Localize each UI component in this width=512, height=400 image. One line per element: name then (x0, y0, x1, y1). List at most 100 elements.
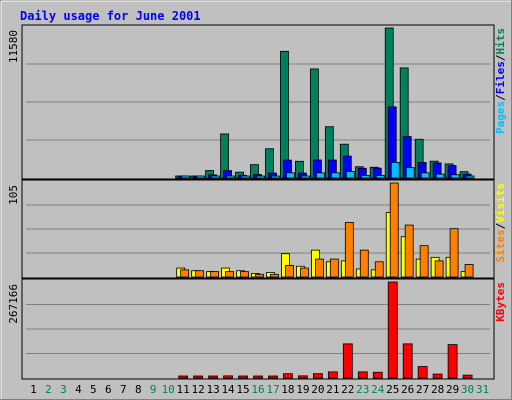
bar-pages-day-24 (375, 175, 385, 179)
x-label-day-4: 4 (75, 383, 82, 396)
x-label-day-19: 19 (296, 383, 309, 396)
legend-hits-files-pages: Pages/Files/Hits (494, 28, 507, 134)
bar-pages-day-16 (256, 175, 265, 179)
x-axis-labels: 1 2 3 4 5 6 7 8 9 10 11 12 13 14 15 16 17 18 19 20 21 22 23 24 2… (30, 383, 489, 396)
bar-sites-day-30 (464, 264, 474, 278)
bar-sites-day-18 (285, 264, 294, 278)
bar-pages-day-25 (390, 162, 400, 179)
bar-hits-day-18 (280, 50, 289, 179)
bar-sites-day-15 (240, 271, 249, 278)
x-label-day-29: 29 (446, 383, 459, 396)
bar-pages-day-14 (226, 175, 235, 179)
bar-kbytes-day-22 (342, 343, 353, 379)
x-label-day-31: 31 (476, 383, 489, 396)
bar-sites-day-13 (210, 271, 220, 278)
legend-entry: KBytes (494, 282, 507, 322)
bar-sites-day-24 (374, 261, 384, 278)
bar-kbytes-day-24 (372, 371, 383, 379)
bar-pages-day-27 (420, 172, 430, 179)
x-label-day-15: 15 (236, 383, 249, 396)
x-label-day-2: 2 (45, 383, 52, 396)
y-max-label: 267166 (7, 284, 20, 324)
legend-visits-sites: Sites/Visits (494, 183, 507, 263)
legend-entry: Hits (494, 28, 507, 55)
bar-kbytes-day-28 (432, 373, 443, 379)
x-label-day-13: 13 (206, 383, 219, 396)
legend-entry: Visits (494, 183, 507, 223)
bar-sites-day-16 (255, 273, 264, 278)
x-label-day-8: 8 (135, 383, 142, 396)
legend-entry: Pages (494, 101, 507, 134)
bar-kbytes-day-26 (402, 343, 413, 379)
x-label-day-12: 12 (192, 383, 205, 396)
bar-kbytes-day-29 (447, 344, 458, 379)
bar-pages-day-18 (286, 172, 295, 179)
panel-visits-sites: 105 Sites/Visits (7, 179, 507, 279)
bar-kbytes-day-13 (208, 375, 219, 379)
bar-kbytes-day-25 (387, 281, 398, 379)
bar-kbytes-day-12 (193, 375, 204, 379)
bar-sites-day-19 (300, 267, 309, 278)
x-label-day-27: 27 (416, 383, 429, 396)
bar-pages-day-23 (360, 175, 370, 179)
bar-kbytes-day-14 (223, 375, 233, 379)
x-label-day-6: 6 (105, 383, 112, 396)
x-label-day-22: 22 (341, 383, 354, 396)
x-label-day-21: 21 (326, 383, 339, 396)
x-label-day-10: 10 (162, 383, 175, 396)
x-label-day-25: 25 (386, 383, 399, 396)
bar-sites-day-17 (270, 273, 279, 278)
bar-sites-day-26 (404, 224, 414, 278)
bar-sites-day-25 (389, 182, 399, 278)
bar-sites-day-29 (449, 228, 459, 278)
bar-pages-day-20 (315, 172, 325, 179)
legend-entry: / (494, 94, 507, 101)
bar-pages-day-22 (345, 171, 355, 179)
bar-pages-day-17 (271, 175, 280, 179)
x-label-day-5: 5 (90, 383, 97, 396)
bar-sites-day-11 (180, 269, 190, 278)
bar-pages-day-11 (181, 175, 191, 179)
bar-pages-day-28 (435, 173, 445, 179)
bar-kbytes-day-23 (357, 371, 368, 379)
bar-pages-day-12 (196, 175, 206, 179)
x-label-day-11: 11 (177, 383, 190, 396)
x-label-day-16: 16 (251, 383, 264, 396)
bar-pages-day-29 (450, 174, 460, 179)
legend-entry: / (494, 54, 507, 61)
bar-sites-day-20 (314, 258, 324, 278)
bar-kbytes-day-11 (178, 375, 189, 379)
x-label-day-24: 24 (371, 383, 385, 396)
y-max-label: 11580 (7, 30, 20, 63)
bar-kbytes-day-27 (417, 366, 428, 379)
bar-kbytes-day-15 (238, 375, 248, 379)
bar-pages-day-15 (241, 175, 250, 179)
bar-kbytes-day-30 (462, 374, 473, 379)
bar-pages-day-21 (330, 172, 340, 179)
bar-sites-day-28 (434, 260, 444, 278)
x-label-day-9: 9 (150, 383, 157, 396)
x-label-day-20: 20 (311, 383, 324, 396)
x-label-day-23: 23 (356, 383, 369, 396)
x-label-day-30: 30 (461, 383, 474, 396)
bar-pages-day-19 (301, 175, 310, 179)
x-label-day-7: 7 (120, 383, 127, 396)
legend-entry: Files (494, 61, 507, 94)
bar-kbytes-day-16 (253, 375, 263, 379)
bar-kbytes-day-21 (327, 371, 338, 379)
bar-kbytes-day-19 (298, 375, 308, 379)
bar-pages-day-26 (405, 167, 415, 179)
bar-kbytes-day-20 (312, 373, 323, 379)
bar-sites-day-22 (344, 221, 354, 278)
chart-panels: 11580Pages/Files/Hits105Sites/Visits2671… (7, 24, 507, 380)
legend-entry: Sites (494, 229, 507, 262)
bar-pages-day-30 (465, 175, 475, 179)
bar-sites-day-21 (329, 258, 339, 278)
bar-sites-day-27 (419, 245, 429, 278)
bar-kbytes-day-17 (268, 375, 278, 379)
y-max-label: 105 (7, 185, 20, 205)
x-label-day-28: 28 (431, 383, 444, 396)
x-label-day-17: 17 (266, 383, 279, 396)
